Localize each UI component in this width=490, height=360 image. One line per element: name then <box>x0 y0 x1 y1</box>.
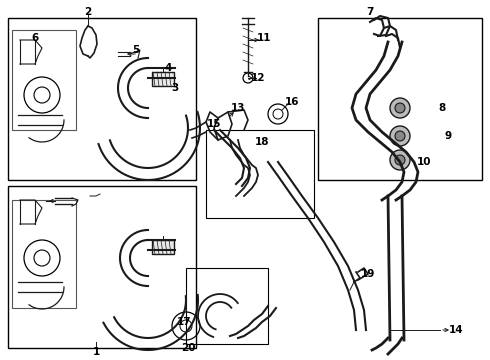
Text: 5: 5 <box>132 45 140 55</box>
Text: 15: 15 <box>207 119 221 129</box>
Circle shape <box>395 103 405 113</box>
Text: 17: 17 <box>177 317 191 327</box>
Circle shape <box>395 155 405 165</box>
Text: 11: 11 <box>257 33 271 43</box>
Bar <box>8 18 196 180</box>
Bar <box>206 130 314 218</box>
Text: 6: 6 <box>31 33 39 43</box>
Text: 2: 2 <box>84 7 92 17</box>
Text: 18: 18 <box>255 137 269 147</box>
Circle shape <box>390 150 410 170</box>
Bar <box>318 18 482 180</box>
Text: 14: 14 <box>449 325 464 335</box>
Text: 10: 10 <box>417 157 431 167</box>
Text: 1: 1 <box>93 347 99 357</box>
Circle shape <box>395 131 405 141</box>
Text: 7: 7 <box>367 7 374 17</box>
Text: 13: 13 <box>231 103 245 113</box>
Text: 12: 12 <box>251 73 265 83</box>
Bar <box>8 186 196 348</box>
Bar <box>186 268 268 344</box>
Text: 3: 3 <box>172 83 179 93</box>
Bar <box>152 72 174 86</box>
Text: 9: 9 <box>444 131 452 141</box>
Text: 19: 19 <box>361 269 375 279</box>
Text: 16: 16 <box>285 97 299 107</box>
Text: 4: 4 <box>164 63 171 73</box>
Bar <box>152 240 174 254</box>
Bar <box>12 200 76 308</box>
Bar <box>12 30 76 130</box>
Text: 20: 20 <box>181 343 195 353</box>
Circle shape <box>390 98 410 118</box>
Circle shape <box>390 126 410 146</box>
Text: 8: 8 <box>439 103 445 113</box>
